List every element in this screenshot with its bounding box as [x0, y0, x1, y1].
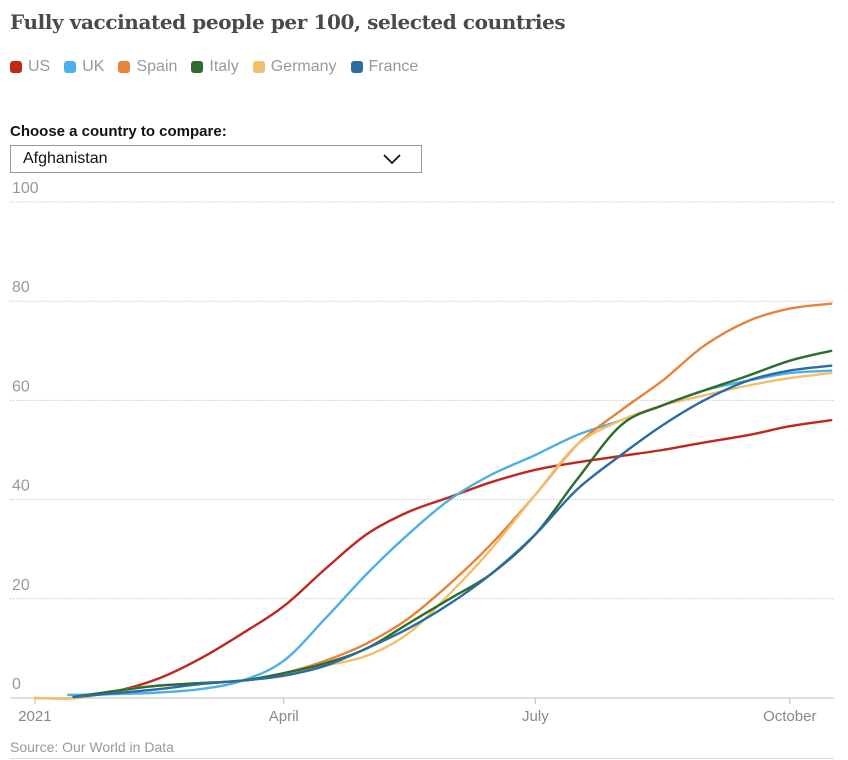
- y-tick-label: 0: [12, 676, 21, 693]
- y-tick-label: 100: [12, 180, 39, 197]
- series-line-france: [72, 364, 833, 699]
- bottom-divider: [10, 758, 834, 759]
- legend-swatch: [252, 61, 265, 73]
- legend-item-uk: UK: [64, 58, 104, 76]
- series-line-italy: [72, 349, 833, 699]
- y-tick-label: 20: [12, 577, 30, 594]
- x-tick-label: October: [763, 708, 816, 725]
- line-chart: 0 20 40 60 80 100 2021 April July October: [10, 180, 834, 725]
- series-line-germany: [33, 371, 833, 700]
- legend-label: Germany: [270, 58, 337, 75]
- legend-swatch: [10, 61, 22, 73]
- legend-swatch: [191, 61, 204, 73]
- legend: US UK Spain Italy Germany France: [10, 58, 418, 76]
- series-line-uk: [66, 369, 833, 697]
- legend-label: US: [28, 58, 51, 75]
- chart-title: Fully vaccinated people per 100, selecte…: [10, 10, 566, 34]
- legend-item-germany: Germany: [252, 58, 337, 76]
- x-tick-label: July: [522, 708, 549, 725]
- chevron-down-icon: [383, 152, 401, 171]
- legend-swatch: [350, 61, 363, 73]
- legend-item-spain: Spain: [118, 58, 177, 76]
- legend-swatch: [118, 61, 131, 73]
- y-tick-label: 40: [12, 478, 30, 495]
- compare-label: Choose a country to compare:: [10, 123, 227, 140]
- country-select-value: Afghanistan: [23, 150, 108, 167]
- legend-label: France: [368, 58, 419, 75]
- legend-label: UK: [82, 58, 105, 75]
- y-tick-label: 60: [12, 378, 30, 395]
- legend-item-italy: Italy: [191, 58, 239, 76]
- x-tick-label: 2021: [18, 708, 51, 725]
- country-select[interactable]: Afghanistan: [10, 145, 422, 173]
- series-line-us: [72, 419, 833, 698]
- legend-label: Spain: [136, 58, 178, 75]
- legend-swatch: [64, 61, 77, 73]
- legend-item-france: France: [350, 58, 419, 76]
- legend-label: Italy: [209, 58, 239, 75]
- source-note: Source: Our World in Data: [10, 739, 174, 755]
- legend-item-us: US: [10, 58, 50, 76]
- series-line-spain: [33, 302, 833, 700]
- x-tick-label: April: [269, 708, 299, 725]
- y-tick-label: 80: [12, 279, 30, 296]
